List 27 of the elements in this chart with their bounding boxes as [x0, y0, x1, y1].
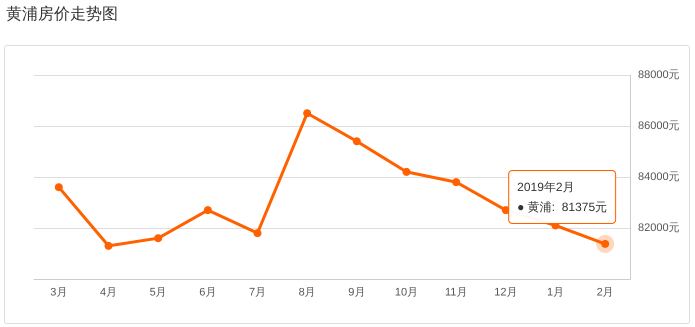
x-tick-label: 5月 [150, 286, 167, 298]
y-tick-label: 86000元 [638, 120, 680, 132]
point [204, 206, 212, 214]
x-tick-label: 9月 [348, 286, 366, 298]
x-tick-label: 4月 [100, 286, 118, 298]
x-tick-label: 8月 [298, 286, 316, 298]
x-tick-label: 2月 [596, 286, 614, 298]
point [452, 178, 460, 186]
y-tick-label: 84000元 [638, 171, 680, 183]
x-tick-label: 3月 [50, 286, 68, 298]
point [104, 242, 112, 250]
x-tick-label: 6月 [199, 286, 216, 298]
point [154, 234, 162, 242]
point [303, 109, 312, 118]
y-tick-label: 82000元 [638, 222, 680, 234]
point [254, 229, 262, 238]
x-tick-label: 7月 [248, 286, 266, 298]
annotation: 2019年2月 ● 黄浦: 81375元 [517, 180, 608, 214]
point [54, 183, 63, 192]
x-tick-label: 10月 [394, 286, 418, 298]
x-tick-label: 11月 [444, 286, 468, 298]
x-tick-label: 1月 [546, 286, 564, 298]
x-tick-label: 12月 [494, 286, 518, 298]
point [402, 168, 410, 176]
y-tick-label: 88000元 [638, 69, 680, 81]
point [352, 137, 361, 146]
chart-title: 黄浦房价走势图 [6, 4, 118, 25]
